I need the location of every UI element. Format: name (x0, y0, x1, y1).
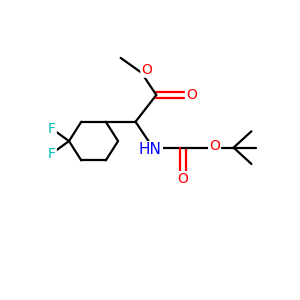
Text: O: O (209, 139, 220, 153)
Text: O: O (178, 172, 188, 186)
Text: O: O (186, 88, 197, 102)
Text: F: F (48, 147, 56, 160)
Text: F: F (48, 122, 56, 136)
Text: O: O (141, 63, 152, 77)
Text: HN: HN (139, 142, 162, 157)
